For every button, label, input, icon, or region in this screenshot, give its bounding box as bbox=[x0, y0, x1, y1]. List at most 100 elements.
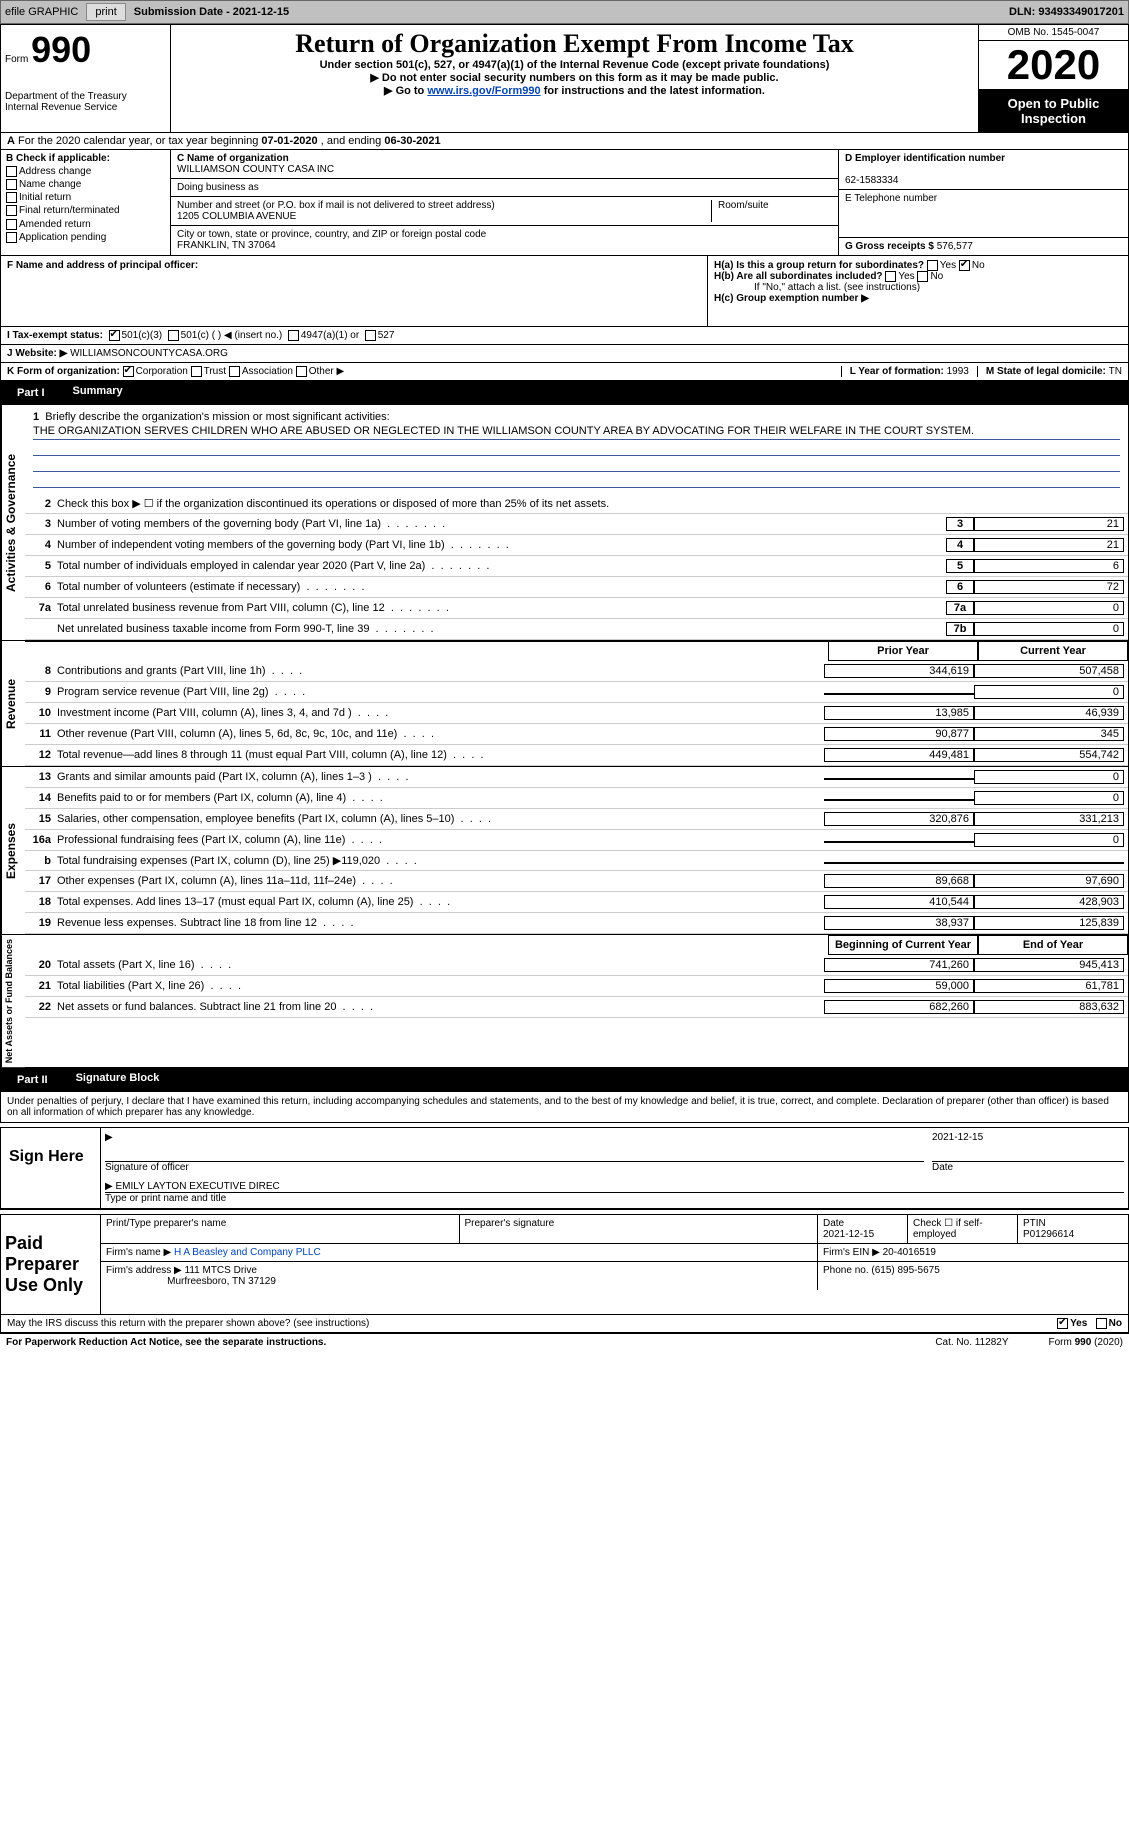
preparer-row1: Print/Type preparer's name Preparer's si… bbox=[101, 1215, 1128, 1244]
part2-title: Signature Block bbox=[76, 1072, 160, 1088]
gov-line-3: 3Number of voting members of the governi… bbox=[25, 514, 1128, 535]
line-18: 18Total expenses. Add lines 13–17 (must … bbox=[25, 892, 1128, 913]
line-13: 13Grants and similar amounts paid (Part … bbox=[25, 767, 1128, 788]
chk-trust[interactable] bbox=[191, 366, 202, 377]
chk-address[interactable]: Address change bbox=[6, 166, 165, 177]
form-subtitle: Under section 501(c), 527, or 4947(a)(1)… bbox=[179, 59, 970, 71]
b-label: B Check if applicable: bbox=[6, 153, 110, 164]
line-20: 20Total assets (Part X, line 16) . . . .… bbox=[25, 955, 1128, 976]
chk-final[interactable]: Final return/terminated bbox=[6, 205, 165, 216]
footer: For Paperwork Reduction Act Notice, see … bbox=[0, 1333, 1129, 1351]
name-title-label: Type or print name and title bbox=[105, 1193, 1124, 1204]
line-b: bTotal fundraising expenses (Part IX, co… bbox=[25, 851, 1128, 871]
ein: 62-1583334 bbox=[845, 175, 898, 186]
line-21: 21Total liabilities (Part X, line 26) . … bbox=[25, 976, 1128, 997]
gross-receipts: 576,577 bbox=[937, 241, 973, 252]
chk-527[interactable] bbox=[365, 330, 376, 341]
hb-yes[interactable] bbox=[885, 271, 896, 282]
netassets-label: Net Assets or Fund Balances bbox=[1, 935, 25, 1067]
chk-other[interactable] bbox=[296, 366, 307, 377]
m-state: M State of legal domicile: TN bbox=[977, 366, 1122, 377]
penalties-text: Under penalties of perjury, I declare th… bbox=[0, 1092, 1129, 1123]
firm-phone: (615) 895-5675 bbox=[871, 1265, 939, 1276]
header-left: Form 990 Department of the Treasury Inte… bbox=[1, 25, 171, 132]
section-j: J Website: ▶ WILLIAMSONCOUNTYCASA.ORG bbox=[0, 345, 1129, 363]
col-deg: D Employer identification number 62-1583… bbox=[838, 150, 1128, 255]
firm-name-link[interactable]: H A Beasley and Company PLLC bbox=[174, 1247, 321, 1258]
note-ssn: ▶ Do not enter social security numbers o… bbox=[179, 71, 970, 84]
irs-link[interactable]: www.irs.gov/Form990 bbox=[427, 85, 540, 97]
ha-yes[interactable] bbox=[927, 260, 938, 271]
note-goto: ▶ Go to www.irs.gov/Form990 for instruct… bbox=[179, 84, 970, 97]
hb-label: H(b) Are all subordinates included? bbox=[714, 271, 883, 282]
part2-num: Part II bbox=[9, 1072, 56, 1088]
sig-officer-label: Signature of officer bbox=[105, 1162, 924, 1173]
header-mid: Return of Organization Exempt From Incom… bbox=[171, 25, 978, 132]
line-19: 19Revenue less expenses. Subtract line 1… bbox=[25, 913, 1128, 934]
section-fh: F Name and address of principal officer:… bbox=[0, 256, 1129, 327]
chk-pending[interactable]: Application pending bbox=[6, 232, 165, 243]
sign-content: ▶ Signature of officer 2021-12-15 Date ▶… bbox=[101, 1128, 1128, 1208]
dept-treasury: Department of the Treasury bbox=[5, 91, 166, 102]
gov-line-6: 6Total number of volunteers (estimate if… bbox=[25, 577, 1128, 598]
top-bar: efile GRAPHIC print Submission Date - 20… bbox=[0, 0, 1129, 24]
current-year-header: Current Year bbox=[978, 641, 1128, 661]
form-ref: Form 990 (2020) bbox=[1049, 1337, 1123, 1348]
print-button[interactable]: print bbox=[86, 3, 125, 21]
line-16a: 16aProfessional fundraising fees (Part I… bbox=[25, 830, 1128, 851]
irs-discuss-row: May the IRS discuss this return with the… bbox=[0, 1315, 1129, 1333]
submission-date: Submission Date - 2021-12-15 bbox=[134, 6, 289, 18]
chk-name[interactable]: Name change bbox=[6, 179, 165, 190]
hb-note: If "No," attach a list. (see instruction… bbox=[714, 282, 1122, 293]
f-officer: F Name and address of principal officer: bbox=[1, 256, 708, 326]
ein-row: D Employer identification number 62-1583… bbox=[839, 150, 1128, 190]
phone-row: E Telephone number bbox=[839, 190, 1128, 238]
preparer-block: Paid Preparer Use Only Print/Type prepar… bbox=[0, 1214, 1129, 1315]
line-9: 9Program service revenue (Part VIII, lin… bbox=[25, 682, 1128, 703]
street-address: 1205 COLUMBIA AVENUE bbox=[177, 211, 296, 222]
sign-here-block: Sign Here ▶ Signature of officer 2021-12… bbox=[0, 1127, 1129, 1210]
governance-block: Activities & Governance 1 Briefly descri… bbox=[0, 405, 1129, 641]
chk-4947[interactable] bbox=[288, 330, 299, 341]
paperwork-notice: For Paperwork Reduction Act Notice, see … bbox=[6, 1337, 326, 1348]
part1-header: Part I Summary bbox=[0, 381, 1129, 405]
ptin: P01296614 bbox=[1023, 1229, 1074, 1240]
firm-addr1: 111 MTCS Drive bbox=[185, 1265, 257, 1276]
line-15: 15Salaries, other compensation, employee… bbox=[25, 809, 1128, 830]
address-row: Number and street (or P.O. box if mail i… bbox=[171, 197, 838, 226]
form-header: Form 990 Department of the Treasury Inte… bbox=[0, 24, 1129, 133]
chk-501c[interactable] bbox=[168, 330, 179, 341]
col-b: B Check if applicable: Address change Na… bbox=[1, 150, 171, 255]
chk-501c3[interactable] bbox=[109, 330, 120, 341]
chk-corp[interactable] bbox=[123, 366, 134, 377]
revenue-block: Revenue Prior Year Current Year 8Contrib… bbox=[0, 641, 1129, 767]
omb-number: OMB No. 1545-0047 bbox=[979, 25, 1128, 41]
website: WILLIAMSONCOUNTYCASA.ORG bbox=[70, 348, 228, 359]
dba-row: Doing business as bbox=[171, 179, 838, 197]
discuss-no[interactable] bbox=[1096, 1318, 1107, 1329]
begin-year-header: Beginning of Current Year bbox=[828, 935, 978, 955]
part1-num: Part I bbox=[9, 385, 53, 401]
line-2: 2 Check this box ▶ ☐ if the organization… bbox=[25, 494, 1128, 514]
section-klm: K Form of organization: Corporation Trus… bbox=[0, 363, 1129, 381]
gov-line-7a: 7aTotal unrelated business revenue from … bbox=[25, 598, 1128, 619]
l-year: L Year of formation: 1993 bbox=[841, 366, 969, 377]
expenses-block: Expenses 13Grants and similar amounts pa… bbox=[0, 767, 1129, 935]
line-22: 22Net assets or fund balances. Subtract … bbox=[25, 997, 1128, 1018]
preparer-label: Paid Preparer Use Only bbox=[1, 1215, 101, 1314]
chk-amended[interactable]: Amended return bbox=[6, 219, 165, 230]
chk-assoc[interactable] bbox=[229, 366, 240, 377]
chk-initial[interactable]: Initial return bbox=[6, 192, 165, 203]
tax-year: 2020 bbox=[979, 41, 1128, 90]
officer-name: EMILY LAYTON EXECUTIVE DIREC bbox=[115, 1181, 279, 1192]
line-17: 17Other expenses (Part IX, column (A), l… bbox=[25, 871, 1128, 892]
ha-no[interactable] bbox=[959, 260, 970, 271]
discuss-yes[interactable] bbox=[1057, 1318, 1068, 1329]
preparer-row2: Firm's name ▶ H A Beasley and Company PL… bbox=[101, 1244, 1128, 1262]
open-to-public: Open to Public Inspection bbox=[979, 90, 1128, 132]
hb-no[interactable] bbox=[917, 271, 928, 282]
netassets-block: Net Assets or Fund Balances Beginning of… bbox=[0, 935, 1129, 1068]
sign-here-label: Sign Here bbox=[1, 1128, 101, 1208]
col-c: C Name of organization WILLIAMSON COUNTY… bbox=[171, 150, 838, 255]
row-a: A For the 2020 calendar year, or tax yea… bbox=[0, 133, 1129, 150]
